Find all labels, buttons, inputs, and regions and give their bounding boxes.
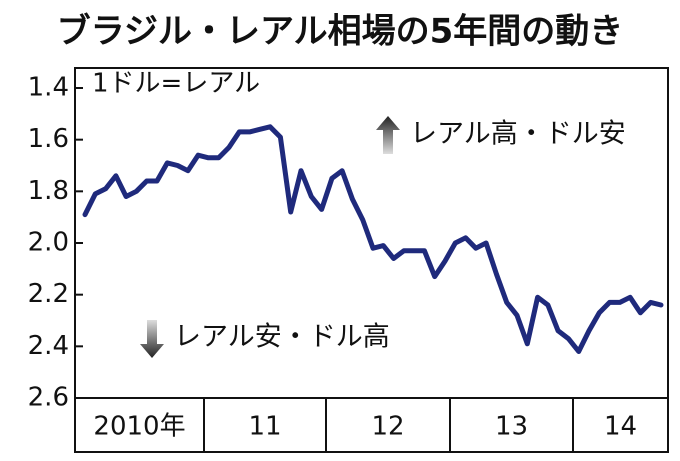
y-tick-label: 2.6 [28, 383, 69, 413]
x-tick-label: 13 [495, 412, 528, 442]
annotation: レアル高・ドル安 [410, 119, 626, 150]
y-tick-label: 1.4 [28, 73, 69, 103]
x-tick-label: 12 [371, 412, 404, 442]
x-tick-label: 14 [604, 412, 637, 442]
chart-title: ブラジル・レアル相場の5年間の動き [57, 12, 624, 52]
line-series [82, 124, 664, 354]
y-tick-label: 2.0 [28, 228, 69, 258]
x-tick-label: 2010年 [93, 412, 185, 442]
annotation: レアル安・ドル高 [174, 322, 390, 353]
y-tick-label: 2.2 [28, 279, 69, 309]
down-arrow [140, 320, 164, 358]
up-arrow [376, 116, 400, 154]
y-tick-label: 1.6 [28, 124, 69, 154]
plot-frame [74, 67, 669, 453]
y-tick-label: 2.4 [28, 331, 69, 361]
x-tick-label: 11 [248, 412, 281, 442]
axis-label: 1ドル=レアル [92, 69, 260, 99]
y-tick-label: 1.8 [28, 176, 69, 206]
